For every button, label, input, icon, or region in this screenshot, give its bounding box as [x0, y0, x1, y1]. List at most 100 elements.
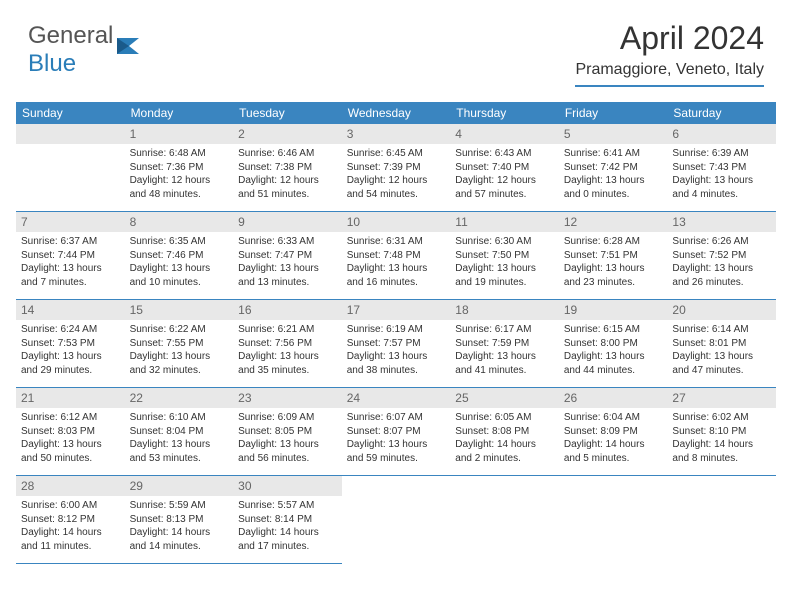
sunset-line: Sunset: 7:38 PM: [238, 161, 337, 175]
day-number: 14: [16, 300, 125, 320]
sunset-line: Sunset: 7:56 PM: [238, 337, 337, 351]
sunrise-line: Sunrise: 6:31 AM: [347, 235, 446, 249]
sunset-line: Sunset: 8:13 PM: [130, 513, 229, 527]
calendar-cell: 26Sunrise: 6:04 AMSunset: 8:09 PMDayligh…: [559, 388, 668, 476]
daylight-line: Daylight: 13 hours and 10 minutes.: [130, 262, 229, 289]
sunrise-line: Sunrise: 6:28 AM: [564, 235, 663, 249]
sunset-line: Sunset: 8:03 PM: [21, 425, 120, 439]
calendar-cell: 22 Sunrise: 6:10 AMSunset: 8:04 PMDayligh…: [125, 388, 234, 476]
daylight-line: Daylight: 13 hours and 19 minutes.: [455, 262, 554, 289]
sunrise-line: Sunrise: 6:30 AM: [455, 235, 554, 249]
day-number: 22: [125, 388, 234, 408]
calendar-cell: 30 Sunrise: 5:57 AMSunset: 8:14 PMDayligh…: [233, 476, 342, 564]
sunset-line: Sunset: 7:39 PM: [347, 161, 446, 175]
sunrise-line: Sunrise: 6:26 AM: [672, 235, 771, 249]
day-header: Saturday: [667, 102, 776, 124]
day-number: 24: [342, 388, 451, 408]
sunrise-line: Sunrise: 6:21 AM: [238, 323, 337, 337]
day-number: 15: [125, 300, 234, 320]
sunset-line: Sunset: 7:47 PM: [238, 249, 337, 263]
daylight-line: Daylight: 13 hours and 26 minutes.: [672, 262, 771, 289]
sunrise-line: Sunrise: 6:41 AM: [564, 147, 663, 161]
sunset-line: Sunset: 7:55 PM: [130, 337, 229, 351]
empty-cell: [450, 476, 559, 564]
calendar-grid: SundayMondayTuesdayWednesdayThursdayFrid…: [16, 102, 776, 564]
empty-cell: [342, 476, 451, 564]
sunset-line: Sunset: 8:12 PM: [21, 513, 120, 527]
empty-cell: [559, 476, 668, 564]
daylight-line: Daylight: 13 hours and 4 minutes.: [672, 174, 771, 201]
sunrise-line: Sunrise: 6:46 AM: [238, 147, 337, 161]
daylight-line: Daylight: 14 hours and 5 minutes.: [564, 438, 663, 465]
sunrise-line: Sunrise: 6:12 AM: [21, 411, 120, 425]
sunset-line: Sunset: 8:08 PM: [455, 425, 554, 439]
daylight-line: Daylight: 13 hours and 35 minutes.: [238, 350, 337, 377]
day-header: Thursday: [450, 102, 559, 124]
day-header: Friday: [559, 102, 668, 124]
daylight-line: Daylight: 12 hours and 48 minutes.: [130, 174, 229, 201]
day-number: 4: [450, 124, 559, 144]
day-number: 9: [233, 212, 342, 232]
day-number: 30: [233, 476, 342, 496]
day-number: 29: [125, 476, 234, 496]
sunrise-line: Sunrise: 6:45 AM: [347, 147, 446, 161]
calendar-cell: 12Sunrise: 6:28 AMSunset: 7:51 PMDayligh…: [559, 212, 668, 300]
day-number: 28: [16, 476, 125, 496]
empty-cell: [16, 124, 125, 212]
sunset-line: Sunset: 7:44 PM: [21, 249, 120, 263]
logo-part1: General: [28, 22, 113, 49]
day-number: 7: [16, 212, 125, 232]
day-number: 8: [125, 212, 234, 232]
sunset-line: Sunset: 8:01 PM: [672, 337, 771, 351]
daylight-line: Daylight: 13 hours and 53 minutes.: [130, 438, 229, 465]
sunset-line: Sunset: 7:36 PM: [130, 161, 229, 175]
calendar-cell: 4Sunrise: 6:43 AMSunset: 7:40 PMDaylight…: [450, 124, 559, 212]
calendar-cell: 8Sunrise: 6:35 AMSunset: 7:46 PMDaylight…: [125, 212, 234, 300]
sunset-line: Sunset: 7:52 PM: [672, 249, 771, 263]
calendar-cell: 24Sunrise: 6:07 AMSunset: 8:07 PMDayligh…: [342, 388, 451, 476]
calendar-cell: 14Sunrise: 6:24 AMSunset: 7:53 PMDayligh…: [16, 300, 125, 388]
sunset-line: Sunset: 7:40 PM: [455, 161, 554, 175]
daylight-line: Daylight: 13 hours and 41 minutes.: [455, 350, 554, 377]
header-right: April 2024 Pramaggiore, Veneto, Italy: [575, 20, 764, 87]
calendar-cell: 13Sunrise: 6:26 AMSunset: 7:52 PMDayligh…: [667, 212, 776, 300]
day-header: Monday: [125, 102, 234, 124]
day-number: 18: [450, 300, 559, 320]
sunset-line: Sunset: 7:53 PM: [21, 337, 120, 351]
calendar-cell: 5Sunrise: 6:41 AMSunset: 7:42 PMDaylight…: [559, 124, 668, 212]
daylight-line: Daylight: 13 hours and 0 minutes.: [564, 174, 663, 201]
calendar-cell: 29Sunrise: 5:59 AMSunset: 8:13 PMDayligh…: [125, 476, 234, 564]
day-number: 27: [667, 388, 776, 408]
sunset-line: Sunset: 8:04 PM: [130, 425, 229, 439]
calendar-cell: 20Sunrise: 6:14 AMSunset: 8:01 PMDayligh…: [667, 300, 776, 388]
calendar-cell: 1Sunrise: 6:48 AMSunset: 7:36 PMDaylight…: [125, 124, 234, 212]
calendar-cell: 27Sunrise: 6:02 AMSunset: 8:10 PMDayligh…: [667, 388, 776, 476]
sunrise-line: Sunrise: 6:17 AM: [455, 323, 554, 337]
sunrise-line: Sunrise: 6:33 AM: [238, 235, 337, 249]
daylight-line: Daylight: 14 hours and 17 minutes.: [238, 526, 337, 553]
day-number: 20: [667, 300, 776, 320]
sunrise-line: Sunrise: 6:09 AM: [238, 411, 337, 425]
day-number: 3: [342, 124, 451, 144]
sunset-line: Sunset: 8:09 PM: [564, 425, 663, 439]
daylight-line: Daylight: 13 hours and 50 minutes.: [21, 438, 120, 465]
logo: General Blue: [28, 22, 143, 78]
daylight-line: Daylight: 12 hours and 54 minutes.: [347, 174, 446, 201]
day-number: 1: [125, 124, 234, 144]
daylight-line: Daylight: 13 hours and 56 minutes.: [238, 438, 337, 465]
day-number: 12: [559, 212, 668, 232]
daylight-line: Daylight: 13 hours and 13 minutes.: [238, 262, 337, 289]
calendar-cell: 7Sunrise: 6:37 AMSunset: 7:44 PMDaylight…: [16, 212, 125, 300]
day-number: 21: [16, 388, 125, 408]
daylight-line: Daylight: 13 hours and 44 minutes.: [564, 350, 663, 377]
sunset-line: Sunset: 7:59 PM: [455, 337, 554, 351]
sunrise-line: Sunrise: 6:02 AM: [672, 411, 771, 425]
sunset-line: Sunset: 8:14 PM: [238, 513, 337, 527]
day-header: Tuesday: [233, 102, 342, 124]
day-number: 6: [667, 124, 776, 144]
sunrise-line: Sunrise: 6:10 AM: [130, 411, 229, 425]
flag-icon: [115, 34, 143, 61]
calendar-cell: 2Sunrise: 6:46 AMSunset: 7:38 PMDaylight…: [233, 124, 342, 212]
daylight-line: Daylight: 13 hours and 16 minutes.: [347, 262, 446, 289]
sunrise-line: Sunrise: 5:57 AM: [238, 499, 337, 513]
